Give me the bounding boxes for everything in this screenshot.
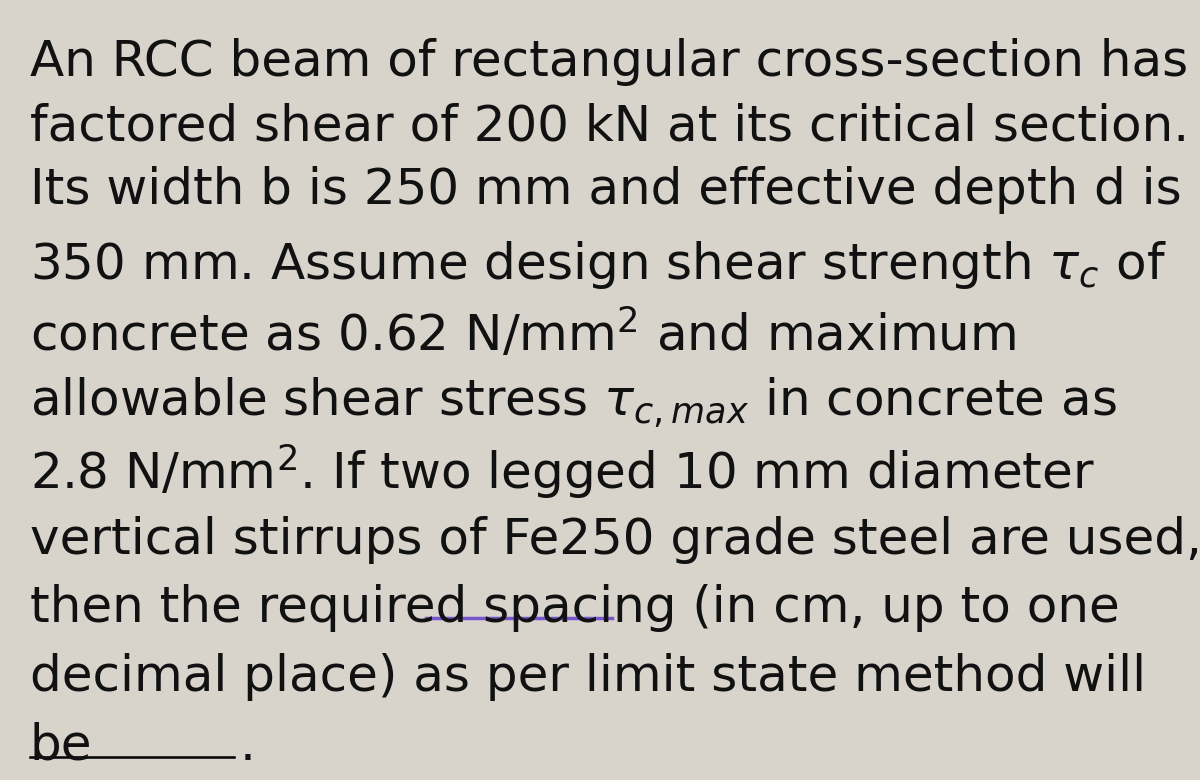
Text: .: .	[240, 722, 256, 770]
Text: concrete as 0.62 N/mm$^2$ and maximum: concrete as 0.62 N/mm$^2$ and maximum	[30, 307, 1016, 361]
Text: vertical stirrups of Fe250 grade steel are used,: vertical stirrups of Fe250 grade steel a…	[30, 516, 1200, 564]
Text: allowable shear stress $\tau_{c,max}$ in concrete as: allowable shear stress $\tau_{c,max}$ in…	[30, 375, 1117, 430]
Text: be: be	[30, 722, 92, 770]
Text: An RCC beam of rectangular cross-section has: An RCC beam of rectangular cross-section…	[30, 38, 1188, 87]
Text: 2.8 N/mm$^2$. If two legged 10 mm diameter: 2.8 N/mm$^2$. If two legged 10 mm diamet…	[30, 441, 1094, 501]
Text: factored shear of 200 kN at its critical section.: factored shear of 200 kN at its critical…	[30, 102, 1189, 151]
Text: 350 mm. Assume design shear strength $\tau_c$ of: 350 mm. Assume design shear strength $\t…	[30, 239, 1166, 291]
Text: Its width b is 250 mm and effective depth d is: Its width b is 250 mm and effective dept…	[30, 166, 1182, 214]
Text: decimal place) as per limit state method will: decimal place) as per limit state method…	[30, 653, 1146, 701]
Text: then the required spacing (in cm, up to one: then the required spacing (in cm, up to …	[30, 584, 1120, 633]
